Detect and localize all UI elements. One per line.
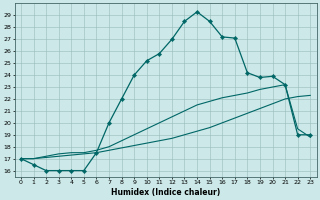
X-axis label: Humidex (Indice chaleur): Humidex (Indice chaleur) (111, 188, 220, 197)
